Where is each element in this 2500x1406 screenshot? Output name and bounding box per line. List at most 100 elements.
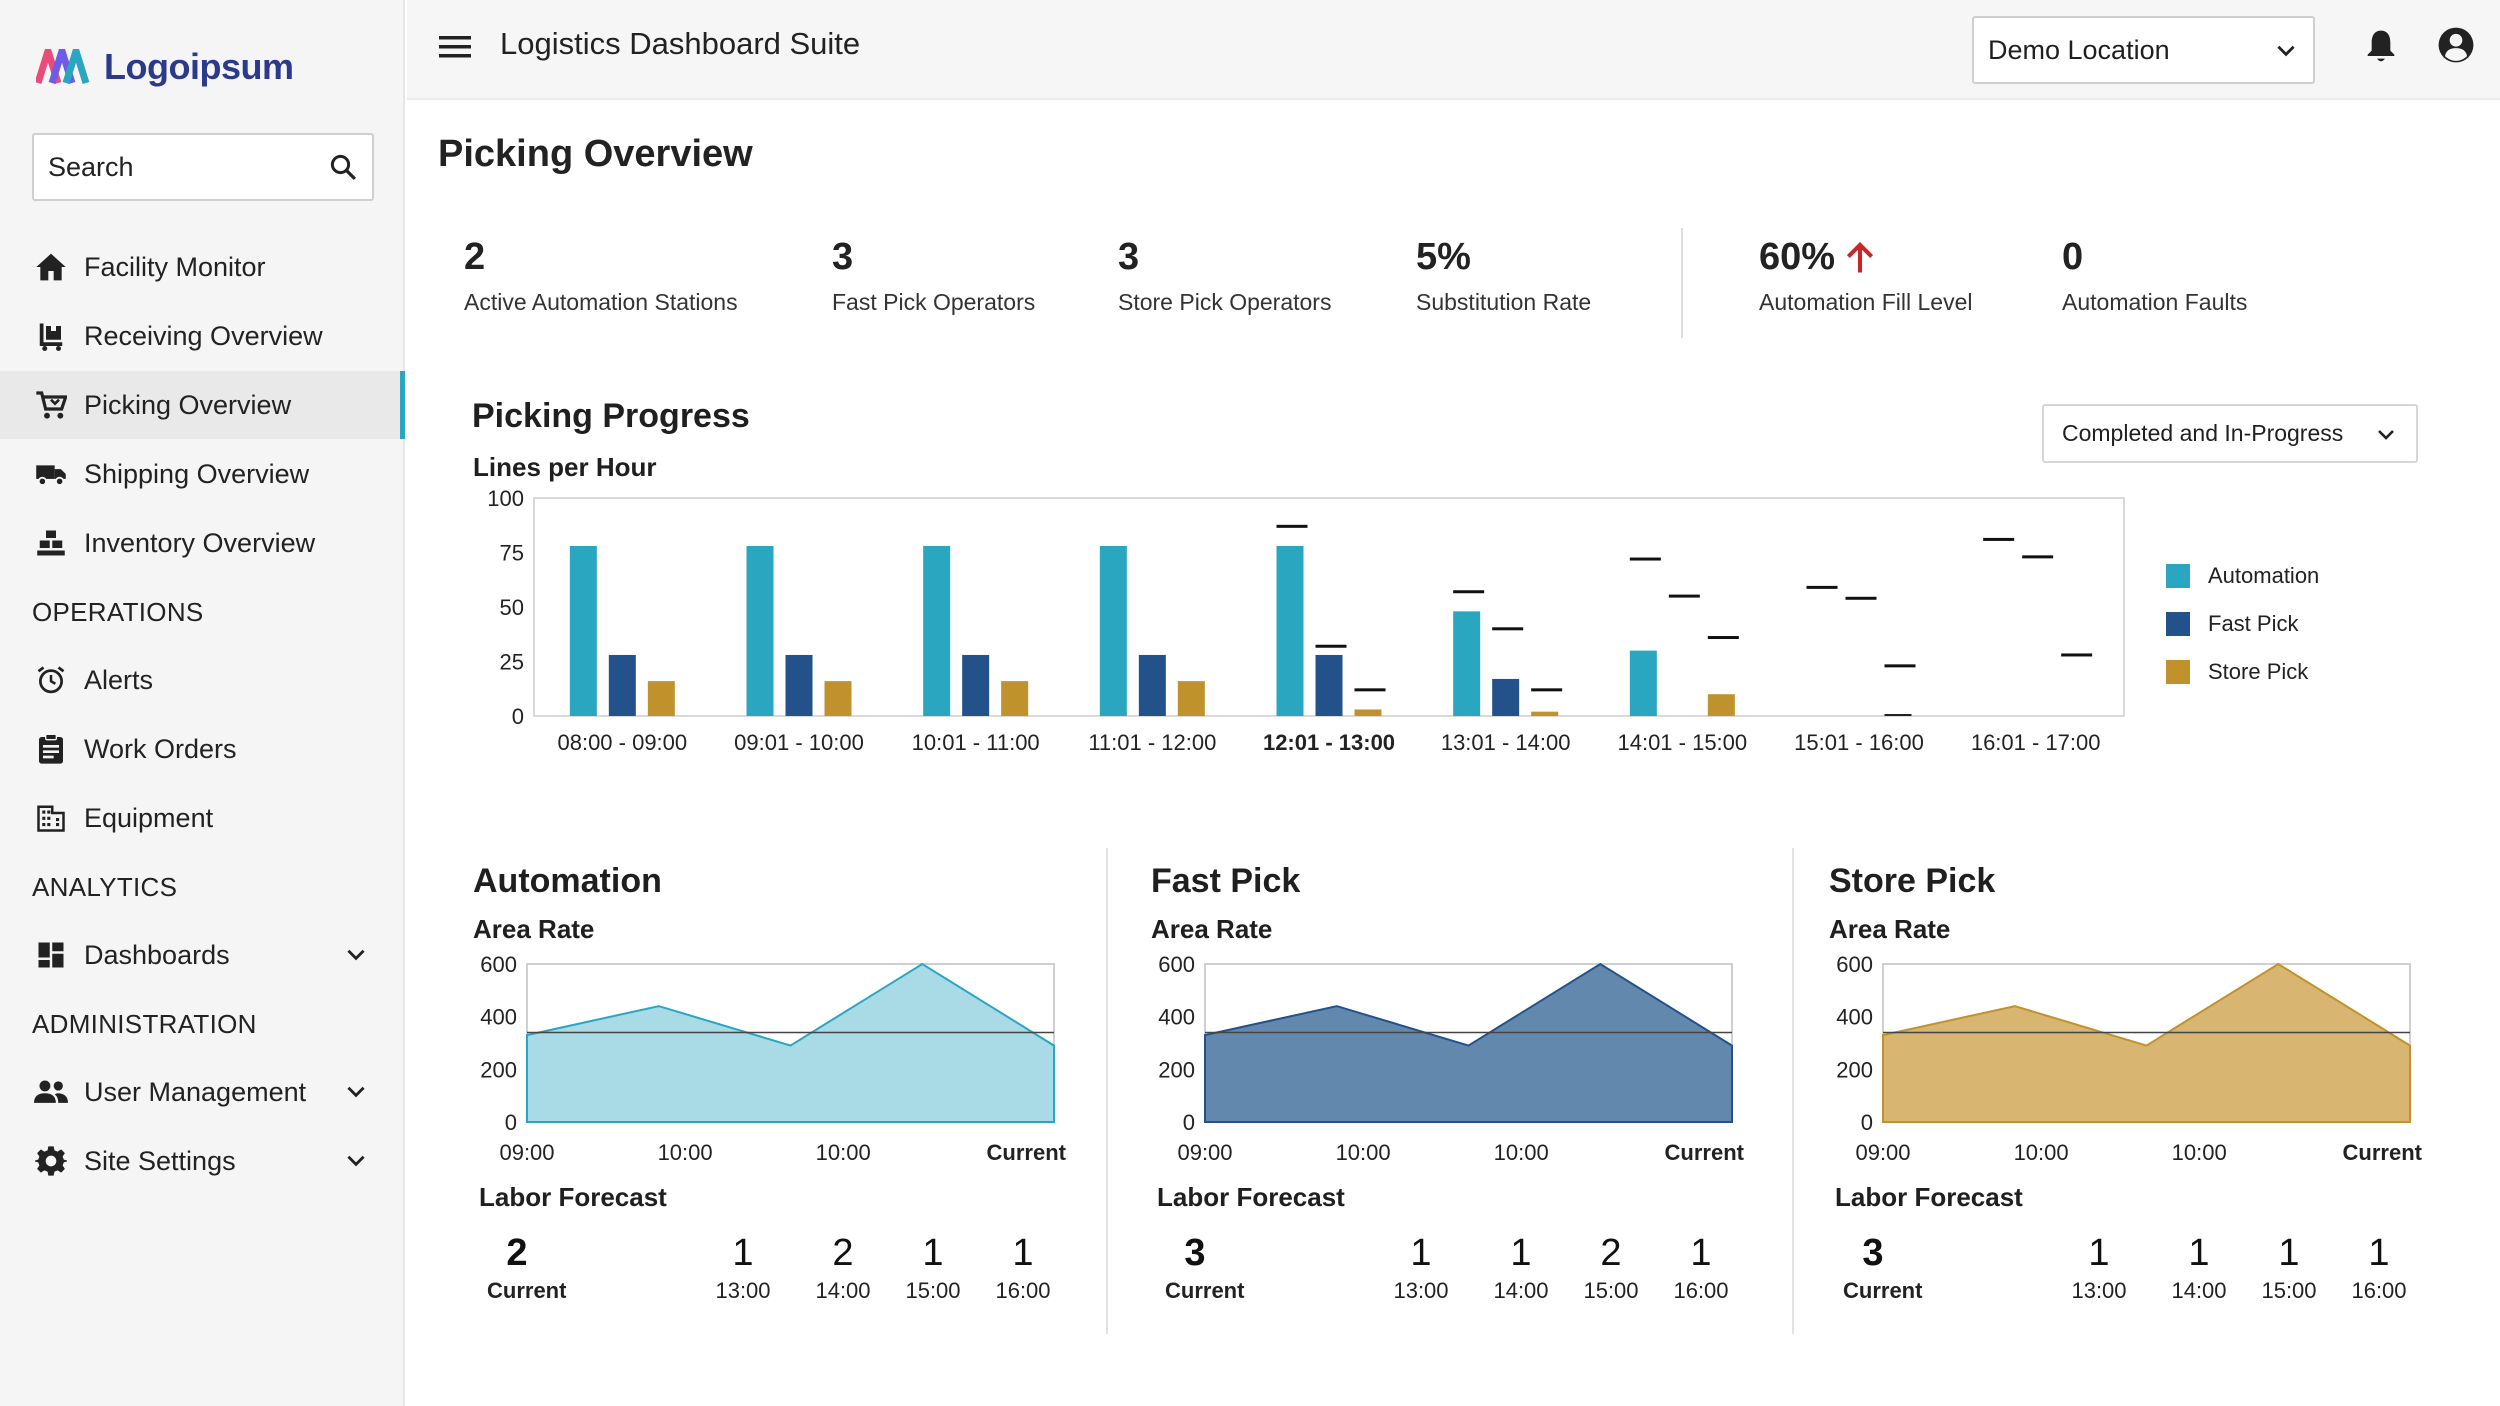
- area-rate-chart-fast-pick: 0 200 400 600 09:00 10:00 10:00 Current: [1158, 952, 1744, 1165]
- sidebar-item-dashboards[interactable]: Dashboards: [0, 921, 405, 989]
- x-tick-label: 14:01 - 15:00: [1617, 730, 1747, 755]
- y-tick-label: 50: [500, 595, 524, 620]
- account-circle-icon[interactable]: [2437, 26, 2475, 64]
- kpi-value: 3: [832, 236, 854, 278]
- sidebar-item-inventory-overview[interactable]: Inventory Overview: [0, 509, 405, 577]
- kpi-label: Automation Faults: [2062, 289, 2248, 315]
- target-marker-fast-pick: [1845, 596, 1877, 600]
- chevron-down-icon[interactable]: [343, 1078, 369, 1104]
- legend-item-fast-pick[interactable]: Fast Pick: [2166, 600, 2319, 648]
- forecast-time: 14:00: [815, 1278, 871, 1303]
- legend-item-automation[interactable]: Automation: [2166, 552, 2319, 600]
- bar-automation: [569, 545, 597, 716]
- chevron-down-icon[interactable]: [343, 1147, 369, 1173]
- x-tick-label: 09:01 - 10:00: [734, 730, 864, 755]
- x-tick-label: Current: [2343, 1140, 2423, 1165]
- target-marker-fast-pick: [2022, 555, 2054, 559]
- sidebar-item-label: Site Settings: [84, 1145, 236, 1176]
- bar-store-pick: [1177, 681, 1205, 716]
- x-tick-label: 15:01 - 16:00: [1794, 730, 1924, 755]
- x-tick-label: 09:00: [1855, 1140, 1910, 1165]
- dashboard-icon: [34, 938, 68, 972]
- legend-swatch-automation: [2166, 564, 2190, 588]
- x-tick-label: 10:01 - 11:00: [912, 730, 1040, 755]
- bar-store-pick: [824, 681, 852, 716]
- kpi-label: Active Automation Stations: [464, 289, 738, 315]
- kpi-value: 0: [2062, 236, 2084, 278]
- bar-automation: [746, 545, 774, 716]
- legend-item-store-pick[interactable]: Store Pick: [2166, 648, 2319, 696]
- sidebar-item-alerts[interactable]: Alerts: [0, 646, 405, 714]
- kpi-value-row: 60%: [1759, 236, 1973, 279]
- forecast-current: 3 Current: [1843, 1232, 1923, 1304]
- area-series: [526, 962, 1055, 1123]
- forecast-slot: 1 13:00: [2069, 1232, 2129, 1304]
- labor-forecast-title: Labor Forecast: [1157, 1182, 1345, 1212]
- x-tick-label: 13:01 - 14:00: [1441, 730, 1571, 755]
- sidebar-item-label: Alerts: [84, 664, 154, 695]
- chart-legend: Automation Fast Pick Store Pick: [2166, 552, 2319, 696]
- target-marker-fast-pick: [1492, 627, 1524, 631]
- forecast-value: 1: [1012, 1232, 1034, 1274]
- section-administration: ADMINISTRATION: [32, 1009, 257, 1039]
- y-tick-label: 200: [1158, 1057, 1195, 1082]
- target-marker-automation: [1806, 585, 1838, 589]
- target-marker-automation: [1629, 557, 1661, 561]
- x-tick-label: 09:00: [1177, 1140, 1232, 1165]
- sidebar-item-shipping-overview[interactable]: Shipping Overview: [0, 440, 405, 508]
- forecast-time: 15:00: [2261, 1278, 2317, 1303]
- search-placeholder: Search: [48, 151, 134, 182]
- bell-icon[interactable]: [2365, 28, 2397, 64]
- y-tick-label: 0: [505, 1110, 517, 1135]
- forecast-value: 2: [506, 1232, 528, 1274]
- kpi-fast-pick-operators: 3 Fast Pick Operators: [832, 236, 1035, 316]
- cart-icon: [34, 388, 68, 422]
- y-tick-label: 0: [512, 704, 524, 729]
- bar-fast-pick: [785, 654, 813, 716]
- chevron-down-icon[interactable]: [343, 941, 369, 967]
- forecast-label: Current: [1843, 1278, 1923, 1303]
- area-rate-chart-automation: 0 200 400 600 09:00 10:00 10:00 Current: [480, 952, 1067, 1165]
- kpi-active-automation-stations: 2 Active Automation Stations: [464, 236, 738, 316]
- panel-title: Fast Pick: [1151, 862, 1301, 900]
- bar-store-pick: [647, 681, 675, 716]
- x-tick-label: 09:00: [499, 1140, 554, 1165]
- forecast-time: 13:00: [2071, 1278, 2127, 1303]
- kpi-value: 5%: [1416, 236, 1471, 278]
- search-icon[interactable]: [328, 152, 358, 182]
- logo[interactable]: Logoipsum: [36, 46, 294, 88]
- sidebar-item-receiving-overview[interactable]: Receiving Overview: [0, 302, 405, 370]
- forecast-value: 1: [922, 1232, 944, 1274]
- users-icon: [34, 1075, 68, 1109]
- location-select[interactable]: Demo Location: [1972, 16, 2315, 84]
- sidebar-item-label: Equipment: [84, 802, 214, 833]
- hamburger-menu-icon[interactable]: [439, 34, 471, 60]
- bar-store-pick: [1884, 714, 1912, 716]
- picking-progress-ylabel: Lines per Hour: [473, 452, 657, 482]
- sidebar-item-work-orders[interactable]: Work Orders: [0, 715, 405, 783]
- sidebar-item-site-settings[interactable]: Site Settings: [0, 1127, 405, 1195]
- legend-label: Fast Pick: [2208, 611, 2299, 636]
- sidebar-item-user-management[interactable]: User Management: [0, 1058, 405, 1126]
- bar-fast-pick: [1492, 678, 1520, 716]
- sidebar-item-equipment[interactable]: Equipment: [0, 784, 405, 852]
- y-tick-label: 100: [487, 486, 524, 511]
- kpi-label: Automation Fill Level: [1759, 289, 1973, 315]
- forecast-label: Current: [487, 1278, 567, 1303]
- progress-filter-select[interactable]: Completed and In-Progress: [2042, 404, 2418, 463]
- arrow-up-icon: [1846, 241, 1874, 273]
- x-tick-label: Current: [987, 1140, 1067, 1165]
- target-marker-fast-pick: [1668, 594, 1700, 598]
- forecast-value: 1: [1510, 1232, 1532, 1274]
- sidebar-item-picking-overview[interactable]: Picking Overview: [0, 371, 405, 439]
- forecast-slot: 1 16:00: [993, 1232, 1053, 1304]
- y-tick-label: 600: [1836, 952, 1873, 977]
- search-input[interactable]: Search: [32, 133, 374, 201]
- top-bar: Logistics Dashboard Suite Demo Location: [407, 0, 2500, 100]
- area-series: [1882, 962, 2411, 1123]
- kpi-store-pick-operators: 3 Store Pick Operators: [1118, 236, 1331, 316]
- bar-fast-pick: [608, 654, 636, 716]
- target-marker-store-pick: [1707, 636, 1739, 640]
- sidebar-item-facility-monitor[interactable]: Facility Monitor: [0, 233, 405, 301]
- x-tick-label: 16:01 - 17:00: [1971, 730, 2101, 755]
